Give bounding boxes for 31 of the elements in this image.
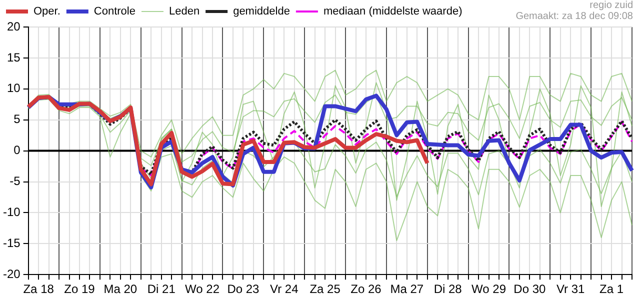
text: regio zuid xyxy=(590,0,633,11)
y-tick-label: 0 xyxy=(14,143,21,158)
y-tick-label: -5 xyxy=(10,174,21,188)
y-tick-label: -20 xyxy=(3,266,21,281)
x-tick-label: Ma 20 xyxy=(104,282,138,296)
y-tick-label: -10 xyxy=(3,205,21,220)
legend-label: gemiddelde xyxy=(233,6,290,18)
x-tick-label: Wo 22 xyxy=(185,282,220,296)
legend-label: mediaan (middelste waarde) xyxy=(323,6,462,18)
x-tick-label: Di 28 xyxy=(434,282,462,296)
x-tick-label: Vr 31 xyxy=(556,282,586,296)
x-tick-label: Ma 27 xyxy=(390,282,424,296)
y-tick-label: 10 xyxy=(6,81,21,96)
x-tick-label: Za 1 xyxy=(600,282,624,296)
y-tick-label: 5 xyxy=(14,112,21,126)
x-tick-label: Za 18 xyxy=(23,282,54,296)
x-tick-label: Wo 29 xyxy=(472,282,506,296)
text: Gemaakt: za 18 dec 09:08 xyxy=(516,10,634,22)
y-tick-label: 20 xyxy=(6,19,21,34)
x-tick-label: Di 21 xyxy=(147,282,176,296)
x-tick-label: Za 25 xyxy=(310,282,341,296)
x-tick-label: Do 23 xyxy=(227,282,260,296)
legend-label: Oper. xyxy=(34,6,60,18)
x-tick-label: Zo 26 xyxy=(350,282,382,296)
legend-label: Controle xyxy=(94,6,136,18)
legend-label: Leden xyxy=(168,6,200,18)
x-tick-label: Zo 19 xyxy=(64,282,96,296)
y-tick-label: 15 xyxy=(6,50,21,64)
y-tick-label: -15 xyxy=(3,236,21,250)
x-tick-label: Vr 24 xyxy=(270,282,299,296)
x-tick-label: Do 30 xyxy=(514,282,546,296)
